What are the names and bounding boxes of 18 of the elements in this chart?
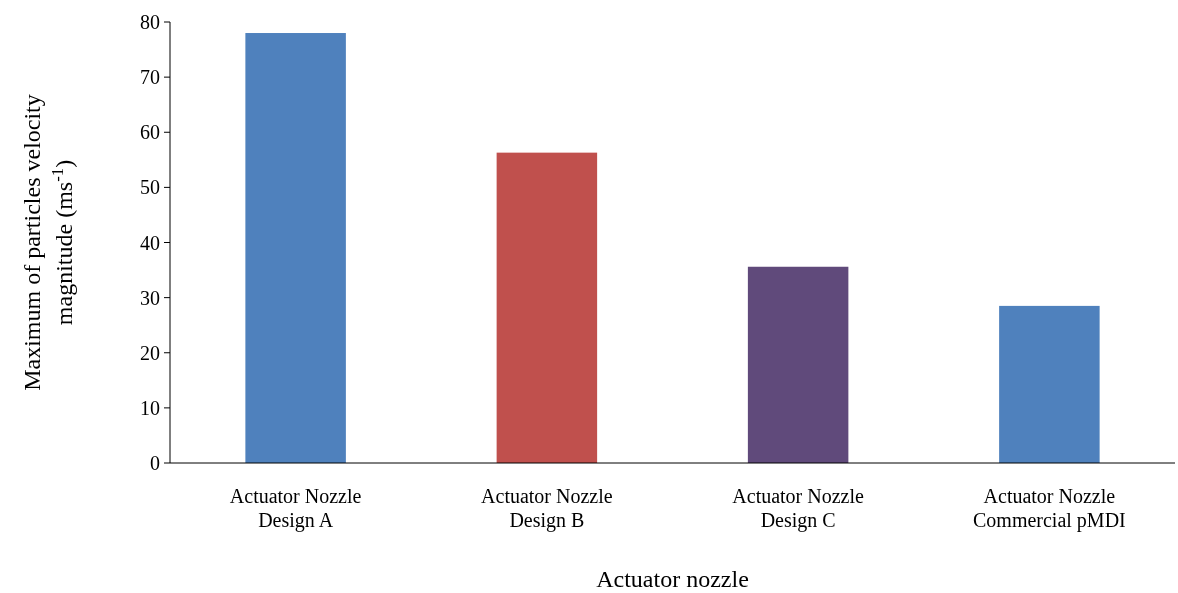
y-tick-label: 60 bbox=[140, 121, 160, 144]
bar bbox=[999, 305, 1100, 463]
y-tick-label: 20 bbox=[140, 341, 160, 364]
x-axis-title: Actuator nozzle bbox=[596, 566, 749, 592]
y-tick-label: 80 bbox=[140, 11, 160, 33]
y-tick-label: 10 bbox=[140, 396, 160, 419]
x-tick-label: Actuator Nozzle Design A bbox=[229, 485, 362, 532]
x-tick-label: Actuator Nozzle Design C bbox=[732, 485, 865, 532]
y-tick-label: 40 bbox=[140, 231, 160, 254]
y-tick-label: 30 bbox=[140, 286, 160, 309]
y-tick-label: 0 bbox=[150, 452, 160, 474]
x-tick-label: Actuator Nozzle Commercial pMDI bbox=[973, 485, 1126, 532]
x-tick-label: Actuator Nozzle Design B bbox=[481, 485, 613, 532]
y-tick-label: 50 bbox=[140, 176, 160, 199]
bar bbox=[245, 33, 346, 463]
y-tick-label: 70 bbox=[140, 66, 160, 89]
bar bbox=[747, 266, 849, 463]
bar bbox=[496, 152, 598, 463]
